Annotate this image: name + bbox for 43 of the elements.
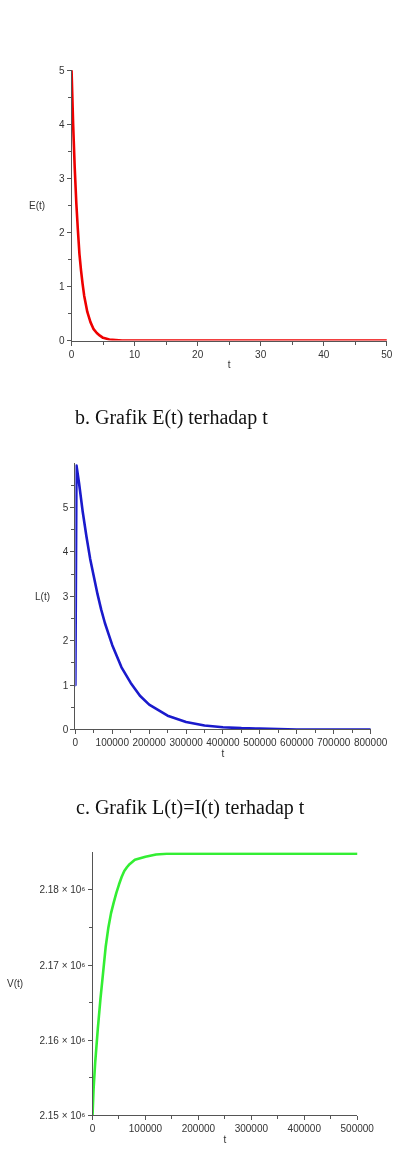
x-tick-label: 30 bbox=[255, 348, 267, 360]
y-tick-label: 5 bbox=[59, 64, 65, 76]
y-tick-label: 1 bbox=[62, 679, 69, 691]
x-tick-label: 100000 bbox=[95, 737, 130, 749]
x-tick-label: 600000 bbox=[280, 737, 314, 749]
y-tick-label: 0 bbox=[62, 723, 69, 735]
x-tick-label: 500000 bbox=[340, 1123, 375, 1135]
x-tick-label: 10 bbox=[129, 348, 141, 360]
y-tick-label: 4 bbox=[62, 546, 69, 558]
x-tick-label: 500000 bbox=[243, 737, 277, 749]
y-tick-label: 2.16 × 10⁶ bbox=[39, 1034, 86, 1046]
y-tick-label: 0 bbox=[59, 335, 65, 347]
y-tick-label: 2 bbox=[59, 226, 65, 238]
y-tick-label: 2.18 × 10⁶ bbox=[39, 884, 86, 896]
y-tick-label: 5 bbox=[62, 502, 69, 514]
x-tick-label: 20 bbox=[192, 348, 204, 360]
y-tick-label: 1 bbox=[59, 280, 65, 292]
x-axis-title: t bbox=[223, 1133, 227, 1145]
x-tick-label: 400000 bbox=[287, 1123, 322, 1135]
x-tick-label: 200000 bbox=[132, 737, 167, 749]
y-tick-label: 2 bbox=[62, 635, 69, 647]
text: b. Grafik E(t) terhadap t bbox=[75, 406, 269, 429]
x-tick-label: 300000 bbox=[169, 737, 204, 749]
x-axis-title: t bbox=[221, 748, 225, 760]
x-tick-label: 40 bbox=[318, 348, 330, 360]
text: c. Grafik L(t)=I(t) terhadap t bbox=[76, 796, 305, 819]
x-tick-label: 800000 bbox=[353, 737, 388, 749]
y-tick-label: 2.17 × 10⁶ bbox=[39, 959, 86, 971]
y-axis-title: E(t) bbox=[29, 200, 46, 211]
x-tick-label: 50 bbox=[381, 348, 393, 360]
x-tick-label: 0 bbox=[89, 1123, 96, 1135]
y-axis-title: L(t) bbox=[35, 591, 50, 602]
y-tick-label: 3 bbox=[59, 172, 65, 184]
y-tick-label: 2.15 × 10⁶ bbox=[39, 1109, 86, 1121]
x-tick-label: 700000 bbox=[316, 737, 351, 749]
x-axis-title: t bbox=[227, 359, 231, 371]
y-tick-label: 3 bbox=[62, 590, 69, 602]
x-tick-label: 200000 bbox=[181, 1123, 216, 1135]
x-tick-label: 400000 bbox=[206, 737, 241, 749]
x-tick-label: 300000 bbox=[234, 1123, 269, 1135]
y-tick-label: 4 bbox=[59, 118, 65, 130]
y-axis-title: V(t) bbox=[7, 978, 24, 989]
x-tick-label: 100000 bbox=[128, 1123, 163, 1135]
